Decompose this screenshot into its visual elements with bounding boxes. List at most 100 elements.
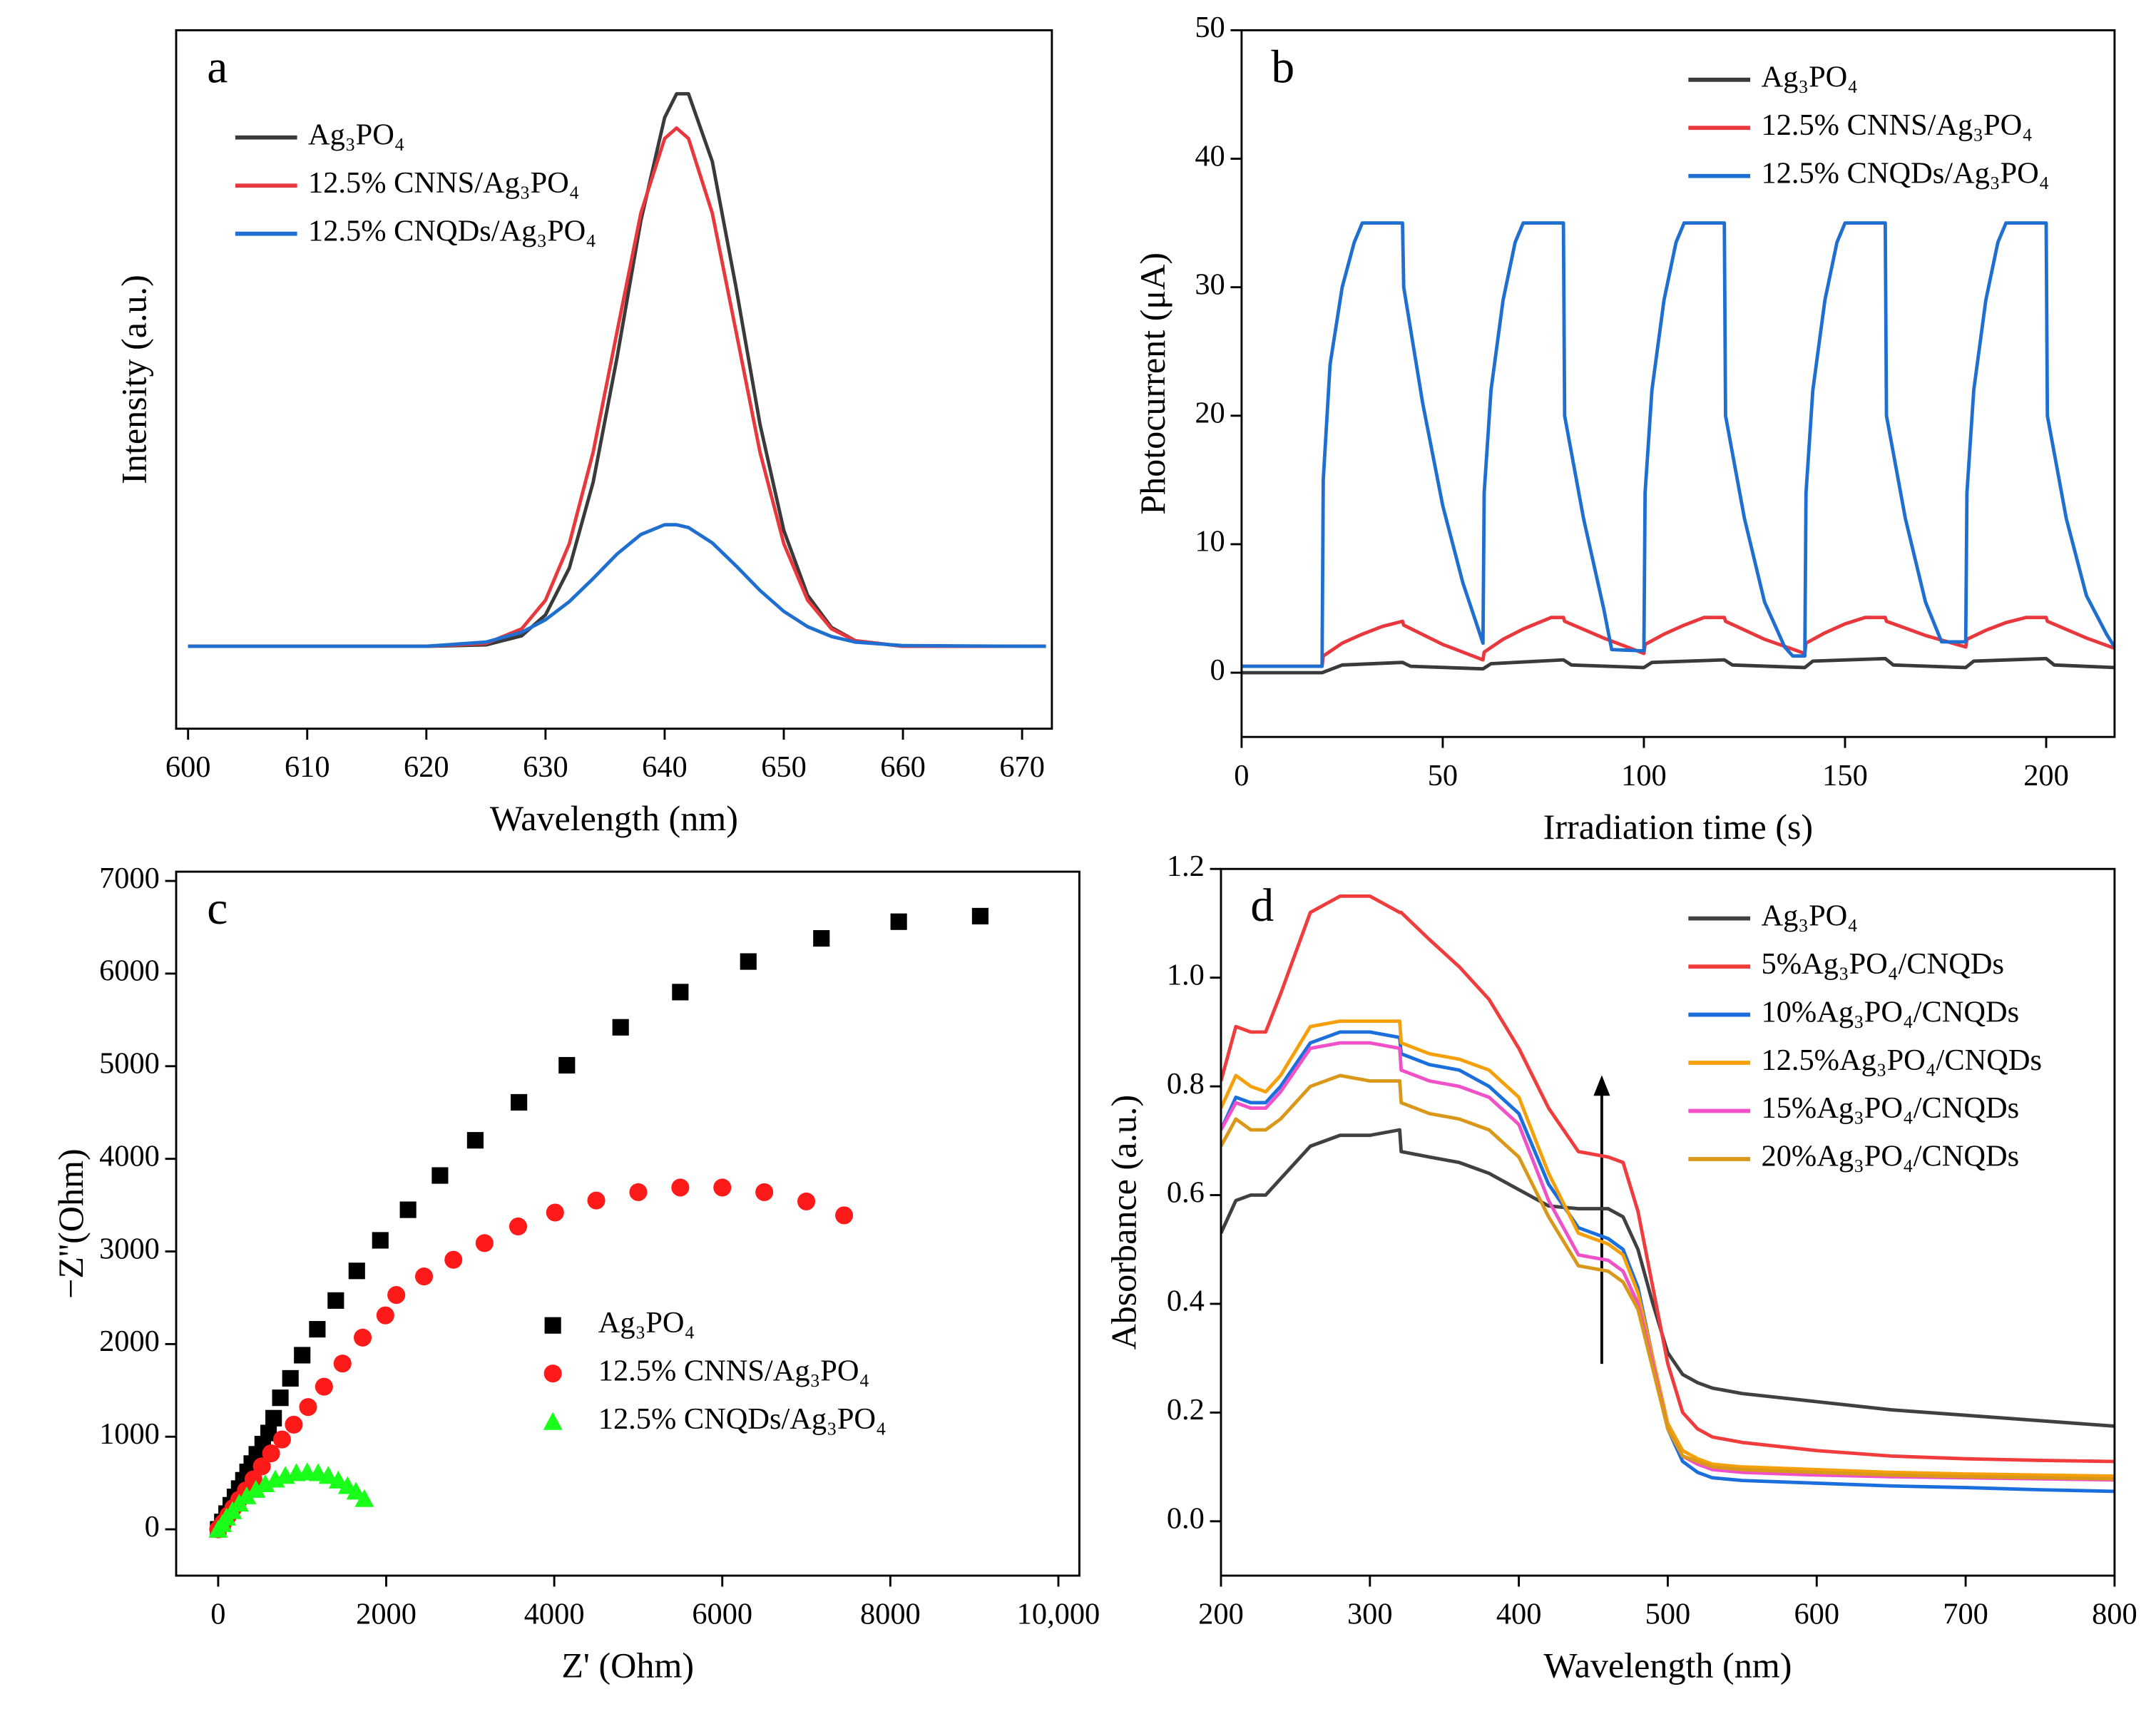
point <box>333 1355 352 1373</box>
series-line <box>1220 894 2115 1464</box>
x-tick-label: 150 <box>1822 759 1868 792</box>
y-tick-label: 1000 <box>99 1417 160 1451</box>
legend-label: 5%Ag₃PO₄/CNQDs <box>1762 947 2004 981</box>
y-tick-label: 5000 <box>99 1047 160 1081</box>
x-tick-label: 620 <box>404 750 449 784</box>
point <box>315 1377 333 1396</box>
legend: Ag₃PO₄ 12.5% CNNS/Ag₃PO₄ 12.5% CNQDs/Ag₃PO… <box>1688 61 2050 190</box>
x-tick-label: 4000 <box>524 1598 585 1631</box>
legend-label: 12.5% CNQDs/Ag₃PO₄ <box>1762 156 2050 190</box>
y-tick-label: 0.4 <box>1167 1285 1205 1318</box>
legend-label: Ag₃PO₄ <box>598 1306 695 1340</box>
point <box>466 1132 484 1149</box>
series-line <box>1241 656 2115 675</box>
point <box>629 1183 648 1201</box>
panel-label: d <box>1250 880 1274 932</box>
x-tick-label: 200 <box>2023 759 2069 792</box>
series-line <box>188 126 1046 648</box>
legend-label: Ag₃PO₄ <box>308 118 405 151</box>
y-tick-label: 6000 <box>99 954 160 988</box>
y-axis-title: Absorbance (a.u.) <box>1103 1095 1143 1350</box>
y-tick-label: 50 <box>1195 11 1225 44</box>
x-tick-label: 650 <box>761 750 807 784</box>
x-tick-label: 200 <box>1198 1598 1244 1631</box>
series-line <box>1220 1073 2115 1481</box>
point <box>543 1364 562 1383</box>
point <box>543 1412 563 1430</box>
point <box>318 1466 338 1484</box>
x-axis-title: Wavelength (nm) <box>490 798 738 838</box>
point <box>713 1178 732 1197</box>
point <box>282 1369 299 1387</box>
point <box>509 1217 528 1235</box>
panel-label: b <box>1271 41 1294 93</box>
y-tick-label: 4000 <box>99 1139 160 1173</box>
y-tick-label: 40 <box>1195 139 1225 173</box>
x-tick-label: 500 <box>1645 1598 1691 1631</box>
series-line <box>1220 1041 2115 1482</box>
series-line <box>1220 1128 2115 1428</box>
y-tick-label: 30 <box>1195 267 1225 301</box>
x-tick-label: 640 <box>642 750 688 784</box>
x-tick-label: 100 <box>1621 759 1667 792</box>
x-tick-label: 50 <box>1428 759 1458 792</box>
point <box>376 1306 394 1325</box>
plot-area <box>188 92 1046 648</box>
y-axis-title: −Z''(Ohm) <box>51 1148 91 1299</box>
series-line <box>1241 616 2115 668</box>
point <box>587 1191 606 1210</box>
x-axis-title: Wavelength (nm) <box>1543 1646 1792 1685</box>
point <box>346 1481 366 1500</box>
point <box>612 1019 629 1036</box>
plot-area <box>1220 894 2115 1494</box>
legend: Ag₃PO₄ 5%Ag₃PO₄/CNQDs 10%Ag₃PO₄/CNQDs 12.5%… <box>1688 899 2042 1173</box>
point <box>399 1201 417 1218</box>
x-tick-label: 10,000 <box>1017 1598 1100 1631</box>
point <box>671 1178 690 1197</box>
point <box>372 1232 389 1249</box>
point <box>328 1470 348 1489</box>
y-tick-label: 1.2 <box>1167 850 1205 883</box>
y-tick-label: 3000 <box>99 1232 160 1265</box>
y-tick-label: 2000 <box>99 1325 160 1358</box>
point <box>299 1398 317 1417</box>
y-tick-label: 10 <box>1195 525 1225 558</box>
x-tick-label: 400 <box>1496 1598 1542 1631</box>
x-axis-title: Z' (Ohm) <box>561 1646 694 1685</box>
point <box>272 1389 289 1407</box>
point <box>444 1250 463 1269</box>
x-tick-label: 660 <box>880 750 926 784</box>
x-tick-label: 600 <box>165 750 211 784</box>
point <box>835 1206 854 1225</box>
plot-area <box>1241 221 2115 675</box>
x-tick-label: 670 <box>999 750 1045 784</box>
x-tick-label: 610 <box>285 750 330 784</box>
point <box>890 913 907 930</box>
plot-frame <box>175 29 1053 730</box>
point <box>797 1192 816 1210</box>
point <box>285 1415 303 1434</box>
point <box>262 1444 280 1463</box>
y-tick-label: 7000 <box>99 862 160 895</box>
legend-label: 12.5% CNNS/Ag₃PO₄ <box>1762 108 2033 142</box>
series-line <box>1220 1019 2115 1478</box>
point <box>431 1167 449 1184</box>
legend-label: 12.5% CNNS/Ag₃PO₄ <box>598 1354 870 1387</box>
point <box>544 1317 561 1334</box>
x-tick-label: 0 <box>1234 759 1249 792</box>
plot-frame <box>1220 867 2116 1577</box>
x-tick-label: 600 <box>1794 1598 1839 1631</box>
plot-frame <box>175 870 1080 1577</box>
point <box>272 1430 291 1449</box>
point <box>546 1203 564 1222</box>
y-tick-label: 0 <box>145 1510 160 1544</box>
point <box>387 1286 406 1305</box>
legend-label: 12.5% CNQDs/Ag₃PO₄ <box>598 1402 887 1436</box>
point <box>252 1457 271 1476</box>
point <box>740 953 757 970</box>
point <box>255 1474 275 1493</box>
point <box>354 1489 374 1507</box>
panel-label: a <box>207 41 228 93</box>
point <box>294 1347 311 1364</box>
